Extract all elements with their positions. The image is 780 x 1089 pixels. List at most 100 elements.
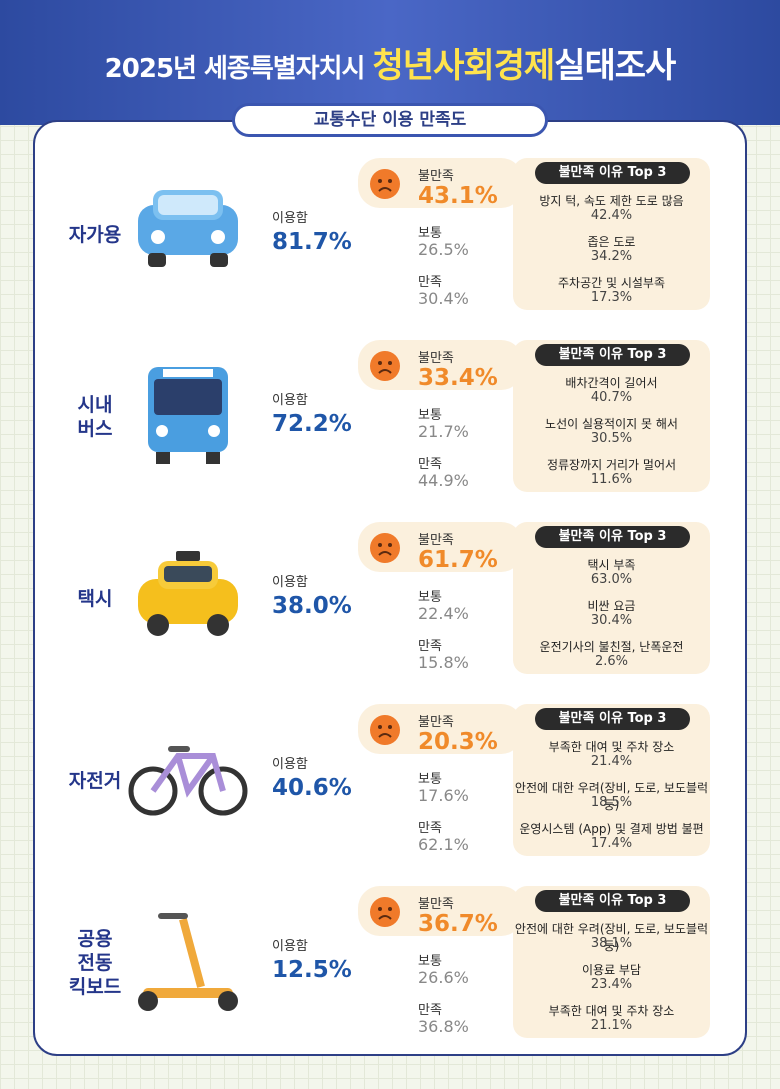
reasons-title: 불만족 이유 Top 3 (535, 526, 690, 548)
item-name: 시내 버스 (55, 393, 135, 441)
neutral-value: 26.6% (418, 968, 469, 987)
title-suffix: 실태조사 (554, 46, 676, 86)
use-label: 이용함 (272, 575, 308, 590)
reason-value: 63.0% (590, 572, 633, 587)
item-name: 자전거 (55, 769, 135, 793)
neutral-label: 보통 (418, 772, 442, 787)
item-name-line: 택시 (77, 588, 113, 610)
satisfied-value: 44.9% (418, 471, 469, 490)
reason-text: 좁은 도로 (587, 235, 636, 249)
satisfied-label: 만족 (418, 1003, 442, 1018)
use-value: 40.6% (272, 775, 352, 801)
item-name-line: 버스 (77, 418, 113, 440)
reason-text: 택시 부족 (587, 558, 636, 572)
item-name-line: 자전거 (68, 770, 122, 792)
satisfied-value: 36.8% (418, 1017, 469, 1036)
item-name-line: 킥보드 (68, 976, 122, 998)
illustration (128, 367, 248, 471)
reason-value: 38.1% (590, 936, 633, 951)
item-name: 택시 (55, 587, 135, 611)
reason-value: 30.5% (590, 431, 633, 446)
illustration (128, 549, 248, 653)
reason-value: 18.5% (590, 795, 633, 810)
neutral-label: 보통 (418, 226, 442, 241)
satisfied-value: 62.1% (418, 835, 469, 854)
use-label: 이용함 (272, 211, 308, 226)
neutral-value: 22.4% (418, 604, 469, 623)
dissatisfied-value: 43.1% (418, 183, 498, 209)
reason-value: 30.4% (590, 613, 633, 628)
neutral-label: 보통 (418, 590, 442, 605)
satisfied-label: 만족 (418, 639, 442, 654)
use-label: 이용함 (272, 393, 308, 408)
sad-face (370, 351, 400, 381)
sad-face (370, 169, 400, 199)
dissatisfied-label: 불만족 (418, 715, 454, 730)
reasons-title: 불만족 이유 Top 3 (535, 162, 690, 184)
reason-value: 17.4% (590, 836, 633, 851)
dissatisfied-value: 36.7% (418, 911, 498, 937)
reason-text: 운전기사의 불친절, 난폭운전 (539, 640, 684, 654)
satisfied-value: 30.4% (418, 289, 469, 308)
item-name-line: 전동 (77, 952, 113, 974)
item-name-line: 시내 (77, 394, 113, 416)
use-value: 38.0% (272, 593, 352, 619)
reason-text: 주차공간 및 시설부족 (558, 276, 665, 290)
reason-value: 23.4% (590, 977, 633, 992)
reasons-title: 불만족 이유 Top 3 (535, 890, 690, 912)
neutral-label: 보통 (418, 408, 442, 423)
vehicle-icon (128, 746, 248, 816)
illustration (128, 731, 248, 835)
face-icon (368, 713, 402, 751)
neutral-value: 21.7% (418, 422, 469, 441)
reason-text: 비싼 요금 (587, 599, 636, 613)
dissatisfied-value: 20.3% (418, 729, 498, 755)
reasons-title: 불만족 이유 Top 3 (535, 708, 690, 730)
reason-text: 부족한 대여 및 주차 장소 (548, 740, 675, 754)
reason-text: 방지 턱, 속도 제한 도로 많음 (539, 194, 684, 208)
satisfied-value: 15.8% (418, 653, 469, 672)
reason-text: 노선이 실용적이지 못 해서 (545, 417, 678, 431)
title-prefix: 2025년 세종특별자치시 (104, 54, 366, 84)
satisfied-label: 만족 (418, 821, 442, 836)
reason-value: 21.1% (590, 1018, 633, 1033)
satisfied-label: 만족 (418, 275, 442, 290)
vehicle-icon (138, 551, 238, 636)
dissatisfied-label: 불만족 (418, 897, 454, 912)
reason-value: 17.3% (590, 290, 633, 305)
dissatisfied-label: 불만족 (418, 533, 454, 548)
use-label: 이용함 (272, 939, 308, 954)
reason-text: 이용료 부담 (581, 963, 641, 977)
face-icon (368, 531, 402, 569)
dissatisfied-label: 불만족 (418, 351, 454, 366)
neutral-value: 26.5% (418, 240, 469, 259)
use-value: 72.2% (272, 411, 352, 437)
reasons-title: 불만족 이유 Top 3 (535, 344, 690, 366)
title-highlight: 청년사회경제 (372, 46, 556, 86)
face-icon (368, 895, 402, 933)
vehicle-icon (138, 913, 238, 1011)
subtitle: 교통수단 이용 만족도 (232, 103, 548, 137)
subtitle-text: 교통수단 이용 만족도 (313, 110, 467, 130)
reason-text: 배차간격이 길어서 (565, 376, 658, 390)
neutral-label: 보통 (418, 954, 442, 969)
use-value: 81.7% (272, 229, 352, 255)
reason-text: 운영시스템 (App) 및 결제 방법 불편 (519, 822, 704, 836)
illustration (128, 913, 248, 1017)
illustration (128, 185, 248, 289)
dissatisfied-value: 33.4% (418, 365, 498, 391)
use-label: 이용함 (272, 757, 308, 772)
reason-value: 11.6% (590, 472, 633, 487)
vehicle-icon (148, 367, 228, 464)
face-icon (368, 167, 402, 205)
item-name: 공용 전동 킥보드 (55, 927, 135, 999)
reason-text: 부족한 대여 및 주차 장소 (548, 1004, 675, 1018)
reason-value: 42.4% (590, 208, 633, 223)
reason-text: 안전에 대한 우려(장비, 도로, 보도블럭등) (514, 781, 709, 812)
item-name-line: 자가용 (68, 224, 122, 246)
reason-value: 2.6% (594, 654, 629, 669)
sad-face (370, 897, 400, 927)
sad-face (370, 533, 400, 563)
reason-value: 40.7% (590, 390, 633, 405)
